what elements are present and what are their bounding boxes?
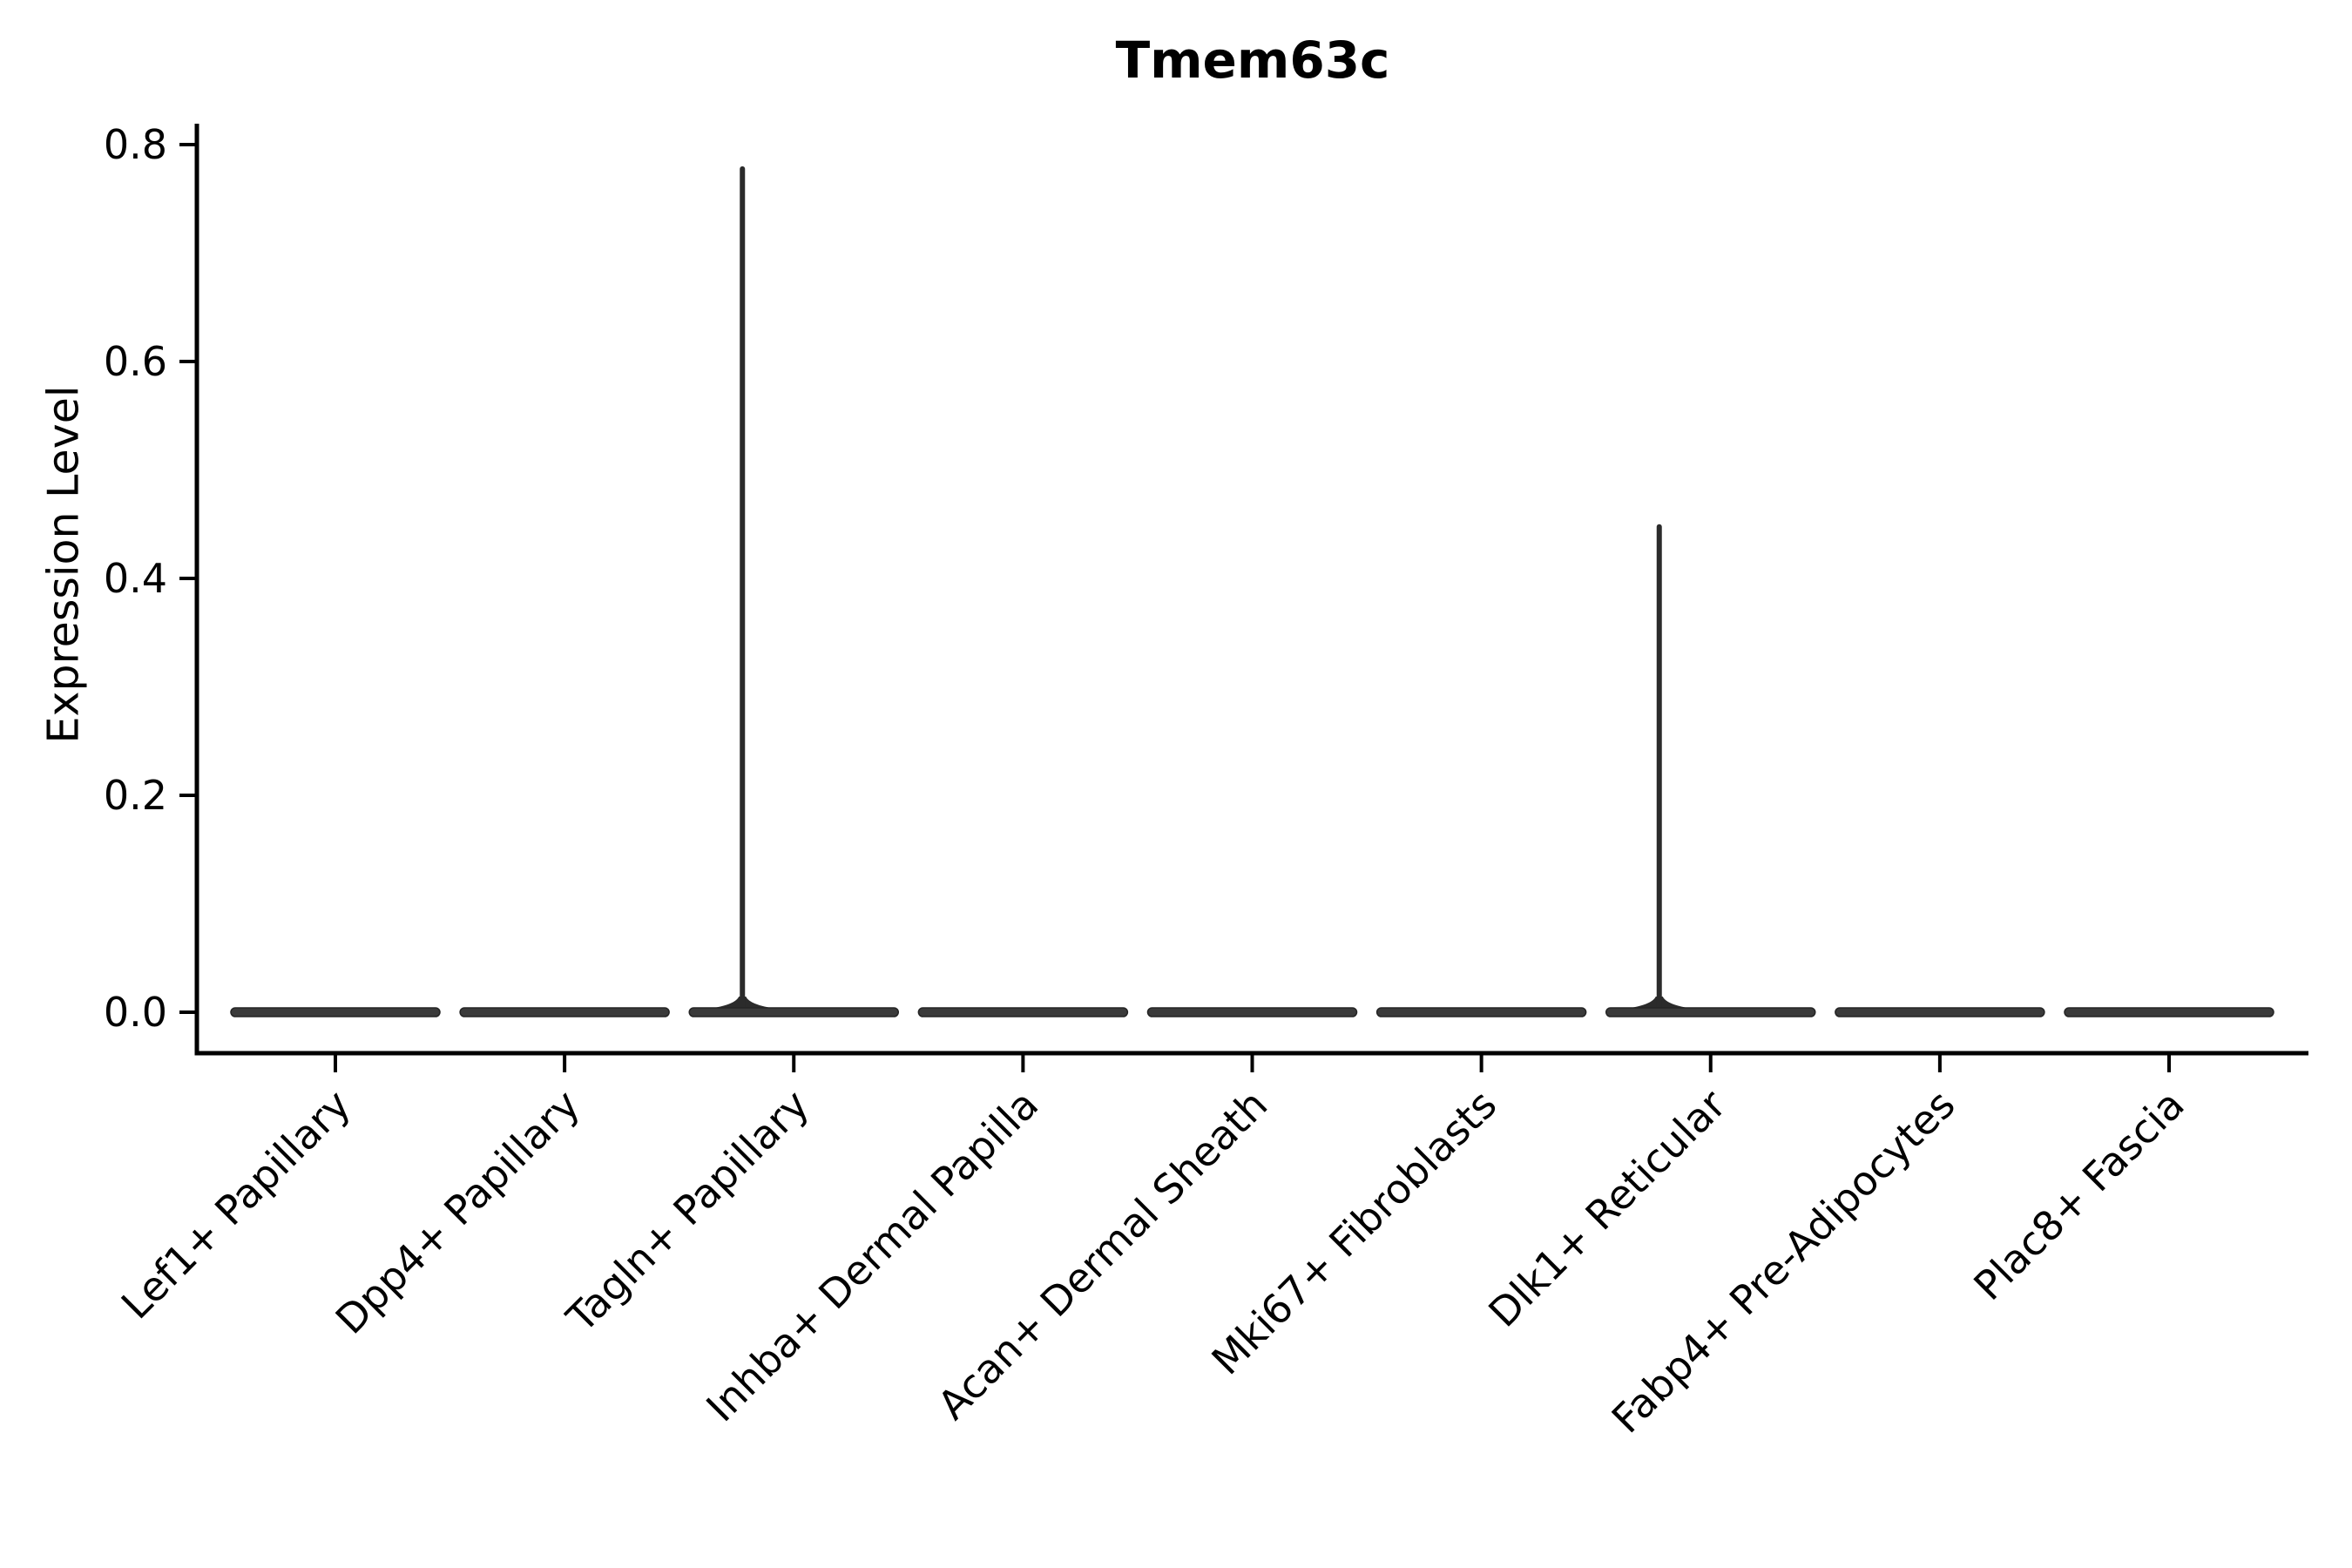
violin-body [459,1007,670,1017]
violin-body [2064,1007,2274,1017]
violin-body [230,1007,441,1017]
y-axis-label: Expression Level [38,385,89,744]
violin-body [688,1007,899,1017]
violin [1146,1007,1358,1017]
y-tick-label: 0.8 [104,121,167,168]
violin [1375,1007,1587,1017]
y-tick-label: 0.2 [104,772,167,819]
violin [1835,1007,2045,1017]
y-tick-label: 0.4 [104,555,167,602]
y-tick-label: 0.6 [104,338,167,385]
chart-title: Tmem63c [1115,30,1390,90]
y-tick-label: 0.0 [104,989,167,1036]
violin [1605,524,1816,1017]
violin [688,166,899,1017]
violin-body [1375,1007,1587,1017]
violin-body [1605,1007,1816,1017]
violin [230,1007,441,1017]
violin [2064,1007,2274,1017]
violin-body [917,1007,1129,1017]
violin-body [1146,1007,1358,1017]
violin [459,1007,670,1017]
violin [917,1007,1129,1017]
violin-body [1835,1007,2045,1017]
